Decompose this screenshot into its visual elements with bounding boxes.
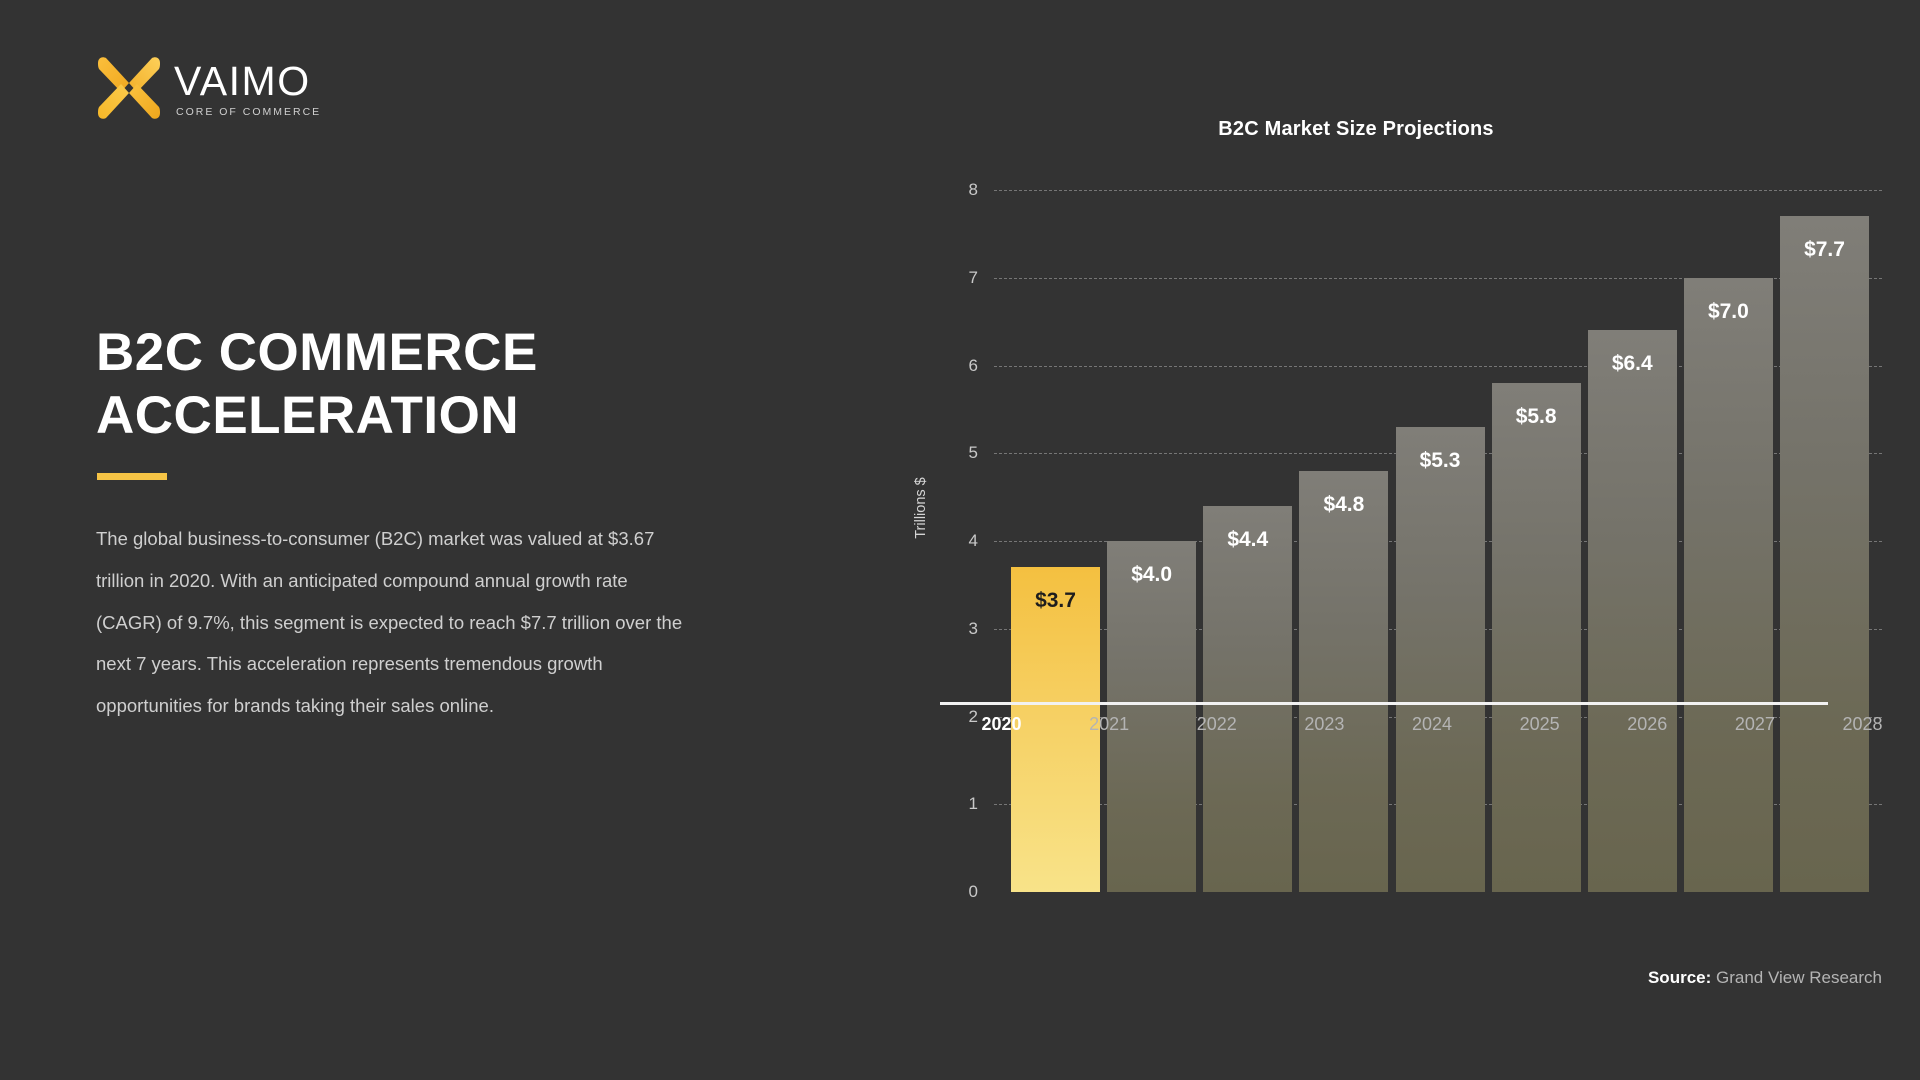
bar-2026[interactable]: $6.4 [1587,330,1677,892]
gridline [994,277,1882,279]
bar-slot: $5.8 [1489,190,1584,892]
y-axis-title: Trillions $ [912,477,929,539]
bar-value-label: $4.0 [1131,563,1173,586]
bar-2021[interactable]: $4.0 [1107,541,1197,892]
source-value: Grand View Research [1716,968,1882,987]
bar-2020[interactable]: $3.7 [1011,567,1100,892]
bar-series: $3.7 $4.0 $4.4 $4.8 $5.3 $5.8 $6.4 $7.0 $7.7 [994,190,1882,892]
brand-tagline: CORE OF COMMERCE [176,105,322,118]
bar-value-label: $4.4 [1227,527,1269,551]
y-axis-tick-label: 5 [968,443,978,463]
x-axis-label-2021: 2021 [1089,714,1130,734]
source-attribution: Source: Grand View Research [1648,968,1882,988]
bar-value-label: $3.7 [1035,589,1076,613]
source-label: Source: [1647,968,1712,987]
gridline [994,190,1882,191]
accent-divider [97,473,167,480]
bar-slot: $5.3 [1393,190,1488,892]
bar-value-label: $5.8 [1515,405,1557,429]
chart-panel: B2C Market Size Projections Trillions $ … [880,0,1920,1080]
bar-value-label: $7.7 [1804,238,1845,262]
bar-value-label: $5.3 [1419,448,1461,472]
x-axis-label-2028: 2028 [1842,714,1883,734]
bar-2027[interactable]: $7.0 [1683,277,1773,892]
y-axis-tick-label: 2 [968,706,978,726]
bar-slot: $6.4 [1585,190,1680,892]
y-axis-tick-label: 4 [968,531,978,550]
x-axis-label-2025: 2025 [1519,714,1560,734]
x-axis-labels: 2020 2021 2022 2023 2024 2025 2026 2027 2028 [940,714,1920,735]
left-content-panel: VAIMO CORE OF COMMERCE B2C COMMERCE ACCE… [96,0,796,1080]
y-axis-tick-label: 0 [968,882,978,901]
y-axis-tick-label: 8 [968,180,978,199]
brand-name: VAIMO [174,57,311,104]
bar-slot: $4.4 [1200,190,1295,892]
y-axis-tick-label: 7 [968,267,978,287]
x-axis-label-2024: 2024 [1411,714,1453,734]
x-axis-label-2022: 2022 [1196,714,1237,734]
brand-logo: VAIMO CORE OF COMMERCE [96,55,321,121]
vaimo-x-logo-icon [96,55,162,121]
plot-area: 0 1 2 3 4 5 6 7 8 $3.7 $4.0 $4.4 $4.8 $5.3 $5.8 $6.4 $7… [934,180,1882,901]
bar-value-label: $7.0 [1707,299,1749,323]
bar-slot: $3.7 [1008,190,1103,892]
chart-title: B2C Market Size Projections [1218,118,1494,140]
x-axis-label-2020: 2020 [981,714,1022,734]
bar-2023[interactable]: $4.8 [1299,470,1389,892]
gridline [994,365,1882,367]
y-axis-tick-label: 1 [968,794,978,814]
page-title: B2C COMMERCE ACCELERATION [96,323,538,445]
bar-slot: $4.8 [1296,190,1391,892]
y-axis-tick-label: 3 [968,618,978,638]
x-axis-label-2027: 2027 [1734,714,1775,734]
bar-2024[interactable]: $5.3 [1395,426,1485,892]
bar-2028[interactable]: $7.7 [1780,216,1869,892]
bar-slot: $7.0 [1681,190,1776,892]
y-axis-tick-label: 6 [968,355,978,375]
bar-2022[interactable]: $4.4 [1203,505,1293,892]
bar-value-label: $6.4 [1611,352,1653,376]
x-axis-label-2023: 2023 [1304,714,1345,734]
bar-slot: $4.0 [1104,190,1199,892]
bar-value-label: $4.8 [1323,492,1365,516]
x-axis-label-2026: 2026 [1627,714,1668,734]
x-axis-line [940,702,1828,705]
bar-2025[interactable]: $5.8 [1491,383,1581,892]
bar-slot: $7.7 [1777,190,1872,892]
body-paragraph: The global business-to-consumer (B2C) ma… [96,528,683,717]
